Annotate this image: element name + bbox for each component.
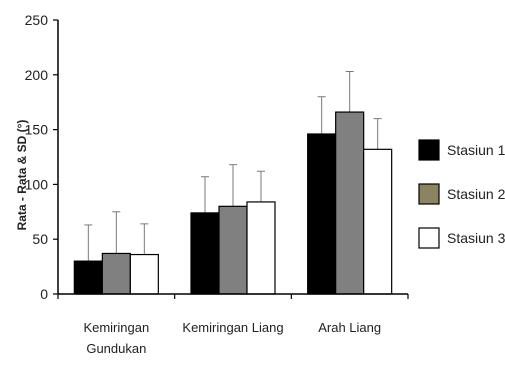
y-ticks: 0 50 100 150 200 250 xyxy=(25,12,58,302)
legend-label-1: Stasiun 1 xyxy=(447,142,505,158)
y-tick-label-5: 250 xyxy=(25,12,49,28)
bar-2-3 xyxy=(335,111,365,295)
y-axis-label: Rata - Rata & SD (°) xyxy=(15,120,29,231)
bar-1-1 xyxy=(73,260,103,295)
legend-label-2: Stasiun 2 xyxy=(447,186,505,202)
axes xyxy=(57,20,409,299)
category-label-2-line-1: Kemiringan Liang xyxy=(182,320,283,335)
bar-3-2 xyxy=(246,201,276,295)
legend-swatch-2 xyxy=(418,183,440,205)
legend-label-3: Stasiun 3 xyxy=(447,230,505,246)
x-categories: Kemiringan Gundukan Kemiringan Liang Arah L… xyxy=(83,320,381,356)
bar-2-2 xyxy=(218,205,248,295)
bar-1-3 xyxy=(307,133,337,295)
bar-2-1 xyxy=(101,252,131,295)
category-label-1-line-2: Gundukan xyxy=(86,341,146,356)
y-tick-label-4: 200 xyxy=(25,67,49,83)
category-label-3-line-1: Arah Liang xyxy=(318,320,381,335)
legend-swatch-1 xyxy=(418,139,440,161)
y-tick-label-1: 50 xyxy=(32,231,48,247)
bar-1-2 xyxy=(190,212,220,295)
y-tick-label-2: 100 xyxy=(25,176,49,192)
legend: Stasiun 1 Stasiun 2 Stasiun 3 xyxy=(418,139,505,249)
y-tick-label-0: 0 xyxy=(40,286,48,302)
bar-3-3 xyxy=(363,148,393,295)
bars xyxy=(73,111,393,295)
y-tick-label-3: 150 xyxy=(25,122,49,138)
bar-3-1 xyxy=(129,253,159,295)
legend-swatch-3 xyxy=(418,227,440,249)
category-label-1-line-1: Kemiringan xyxy=(83,320,149,335)
